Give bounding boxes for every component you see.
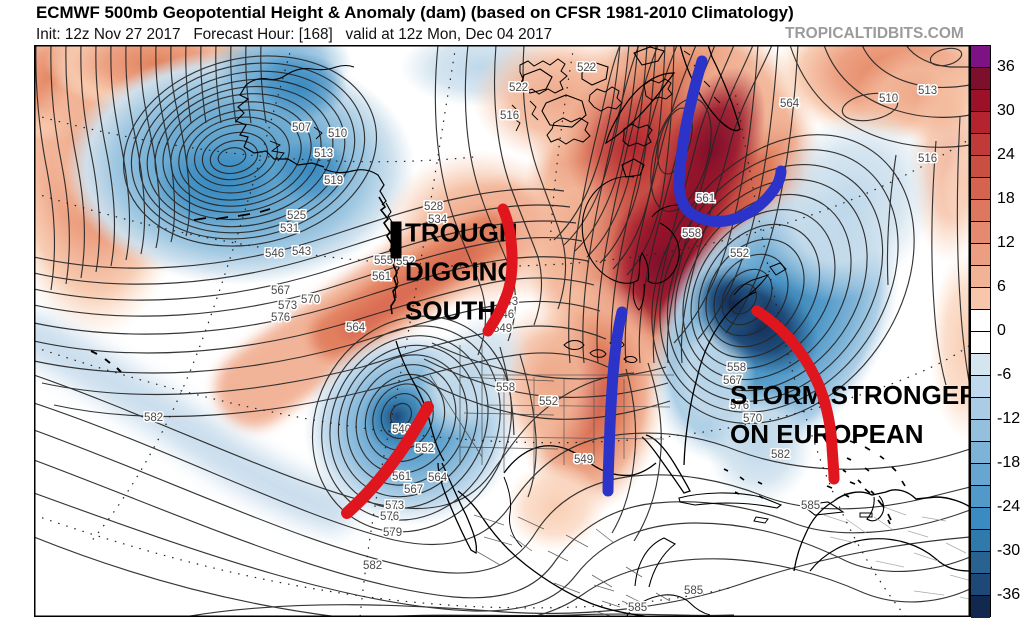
svg-text:513: 513 — [314, 148, 333, 160]
svg-text:TROUGH: TROUGH — [405, 218, 518, 248]
svg-text:SOUTH: SOUTH — [405, 296, 496, 326]
svg-text:510: 510 — [328, 128, 347, 140]
svg-text:507: 507 — [292, 122, 311, 134]
svg-text:570: 570 — [301, 294, 320, 306]
svg-text:576: 576 — [730, 400, 749, 412]
svg-text:573: 573 — [278, 300, 297, 312]
svg-text:561: 561 — [372, 271, 391, 283]
svg-text:567: 567 — [723, 375, 742, 387]
svg-text:552: 552 — [539, 396, 558, 408]
svg-text:576: 576 — [271, 312, 290, 324]
svg-text:528: 528 — [424, 201, 443, 213]
svg-text:558: 558 — [496, 382, 515, 394]
svg-text:DIGGING: DIGGING — [405, 257, 518, 287]
svg-text:519: 519 — [324, 175, 343, 187]
svg-text:555: 555 — [374, 255, 393, 267]
svg-text:546: 546 — [265, 248, 284, 260]
svg-text:552: 552 — [396, 256, 415, 268]
svg-text:522: 522 — [509, 82, 528, 94]
svg-text:570: 570 — [743, 413, 762, 425]
svg-text:525: 525 — [287, 210, 306, 222]
svg-text:552: 552 — [730, 248, 749, 260]
svg-text:516: 516 — [500, 110, 519, 122]
svg-text:573: 573 — [385, 500, 404, 512]
svg-text:585: 585 — [801, 500, 820, 512]
svg-text:582: 582 — [771, 449, 790, 461]
svg-text:567: 567 — [271, 285, 290, 297]
svg-text:561: 561 — [392, 471, 411, 483]
svg-text:513: 513 — [918, 85, 937, 97]
svg-text:561: 561 — [696, 193, 715, 205]
svg-text:534: 534 — [428, 214, 448, 226]
svg-text:516: 516 — [918, 153, 937, 165]
svg-text:531: 531 — [280, 223, 299, 235]
svg-text:567: 567 — [404, 484, 423, 496]
svg-text:558: 558 — [682, 228, 701, 240]
svg-text:522: 522 — [577, 62, 596, 74]
svg-text:558: 558 — [727, 362, 746, 374]
svg-text:582: 582 — [144, 412, 163, 424]
svg-text:543: 543 — [292, 246, 311, 258]
svg-text:552: 552 — [415, 443, 434, 455]
svg-text:582: 582 — [363, 560, 382, 572]
svg-text:564: 564 — [346, 322, 366, 334]
svg-text:564: 564 — [428, 472, 448, 484]
svg-text:549: 549 — [574, 454, 593, 466]
svg-text:549: 549 — [493, 323, 512, 335]
svg-text:585: 585 — [684, 585, 703, 597]
svg-text:510: 510 — [879, 93, 898, 105]
svg-text:564: 564 — [780, 98, 800, 110]
svg-text:STORM STRONGER: STORM STRONGER — [730, 380, 970, 410]
svg-text:579: 579 — [383, 527, 402, 539]
svg-text:585: 585 — [628, 602, 647, 614]
svg-text:576: 576 — [380, 511, 399, 523]
